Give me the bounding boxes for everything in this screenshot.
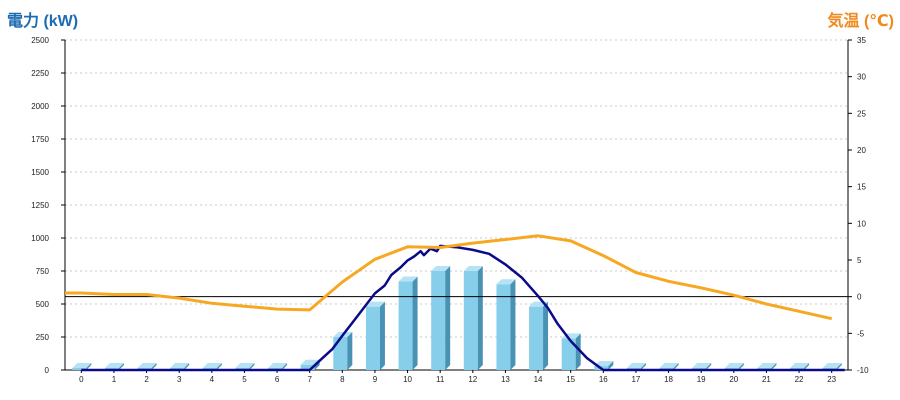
x-tick-label: 5 <box>242 375 247 384</box>
power-bar <box>463 266 483 370</box>
power-bar <box>72 363 92 370</box>
y-right-tick-label: 10 <box>857 219 866 228</box>
x-tick-label: 6 <box>275 375 280 384</box>
y-left-tick-label: 500 <box>36 300 50 309</box>
x-tick-label: 20 <box>729 375 738 384</box>
y-right-tick-label: 25 <box>857 109 866 118</box>
power-bar <box>431 266 451 370</box>
x-tick-label: 15 <box>566 375 575 384</box>
y-left-tick-label: 750 <box>36 267 50 276</box>
temperature-line-series <box>65 234 833 321</box>
right-axis-title: 気温 (℃) <box>827 13 894 30</box>
x-tick-label: 21 <box>762 375 771 384</box>
x-tick-label: 14 <box>534 375 543 384</box>
y-right-tick-label: -10 <box>857 366 869 375</box>
x-tick-label: 22 <box>795 375 804 384</box>
power-bar <box>398 276 418 370</box>
y-left-tick-label: 1500 <box>31 168 49 177</box>
y-right-tick-label: 35 <box>857 36 866 45</box>
x-tick-label: 2 <box>144 375 149 384</box>
x-tick-label: 4 <box>210 375 215 384</box>
y-left-tick-label: 1250 <box>31 201 49 210</box>
x-tick-label: 16 <box>599 375 608 384</box>
power-bar <box>333 332 353 370</box>
y-left-tick-label: 250 <box>36 333 50 342</box>
power-bar <box>496 279 516 370</box>
y-left-tick-label: 2500 <box>31 36 49 45</box>
y-left-tick-label: 1750 <box>31 135 49 144</box>
x-tick-label: 11 <box>436 375 445 384</box>
x-tick-label: 19 <box>697 375 706 384</box>
x-tick-label: 13 <box>501 375 510 384</box>
x-tick-label: 1 <box>112 375 117 384</box>
y-right-tick-label: -5 <box>857 329 865 338</box>
power-bar <box>365 301 385 370</box>
y-left-tick-label: 0 <box>45 366 50 375</box>
y-right-tick-label: 0 <box>857 293 862 302</box>
y-right-tick-label: 20 <box>857 146 866 155</box>
x-tick-label: 9 <box>373 375 378 384</box>
power-bar <box>529 301 549 370</box>
power-bar <box>561 333 581 370</box>
x-tick-label: 12 <box>468 375 477 384</box>
y-left-tick-label: 2000 <box>31 102 49 111</box>
y-right-tick-label: 5 <box>857 256 862 265</box>
x-tick-label: 23 <box>827 375 836 384</box>
left-axis-title: 電力 (kW) <box>7 13 79 30</box>
y-left-tick-label: 1000 <box>31 234 49 243</box>
x-tick-label: 8 <box>340 375 345 384</box>
x-tick-label: 7 <box>307 375 312 384</box>
x-tick-label: 3 <box>177 375 182 384</box>
power-line-series <box>81 244 845 372</box>
y-right-tick-label: 30 <box>857 73 866 82</box>
x-tick-label: 18 <box>664 375 673 384</box>
x-tick-label: 0 <box>79 375 84 384</box>
x-tick-label: 17 <box>631 375 640 384</box>
x-tick-label: 10 <box>403 375 412 384</box>
y-left-tick-label: 2250 <box>31 69 49 78</box>
y-right-tick-label: 15 <box>857 183 866 192</box>
